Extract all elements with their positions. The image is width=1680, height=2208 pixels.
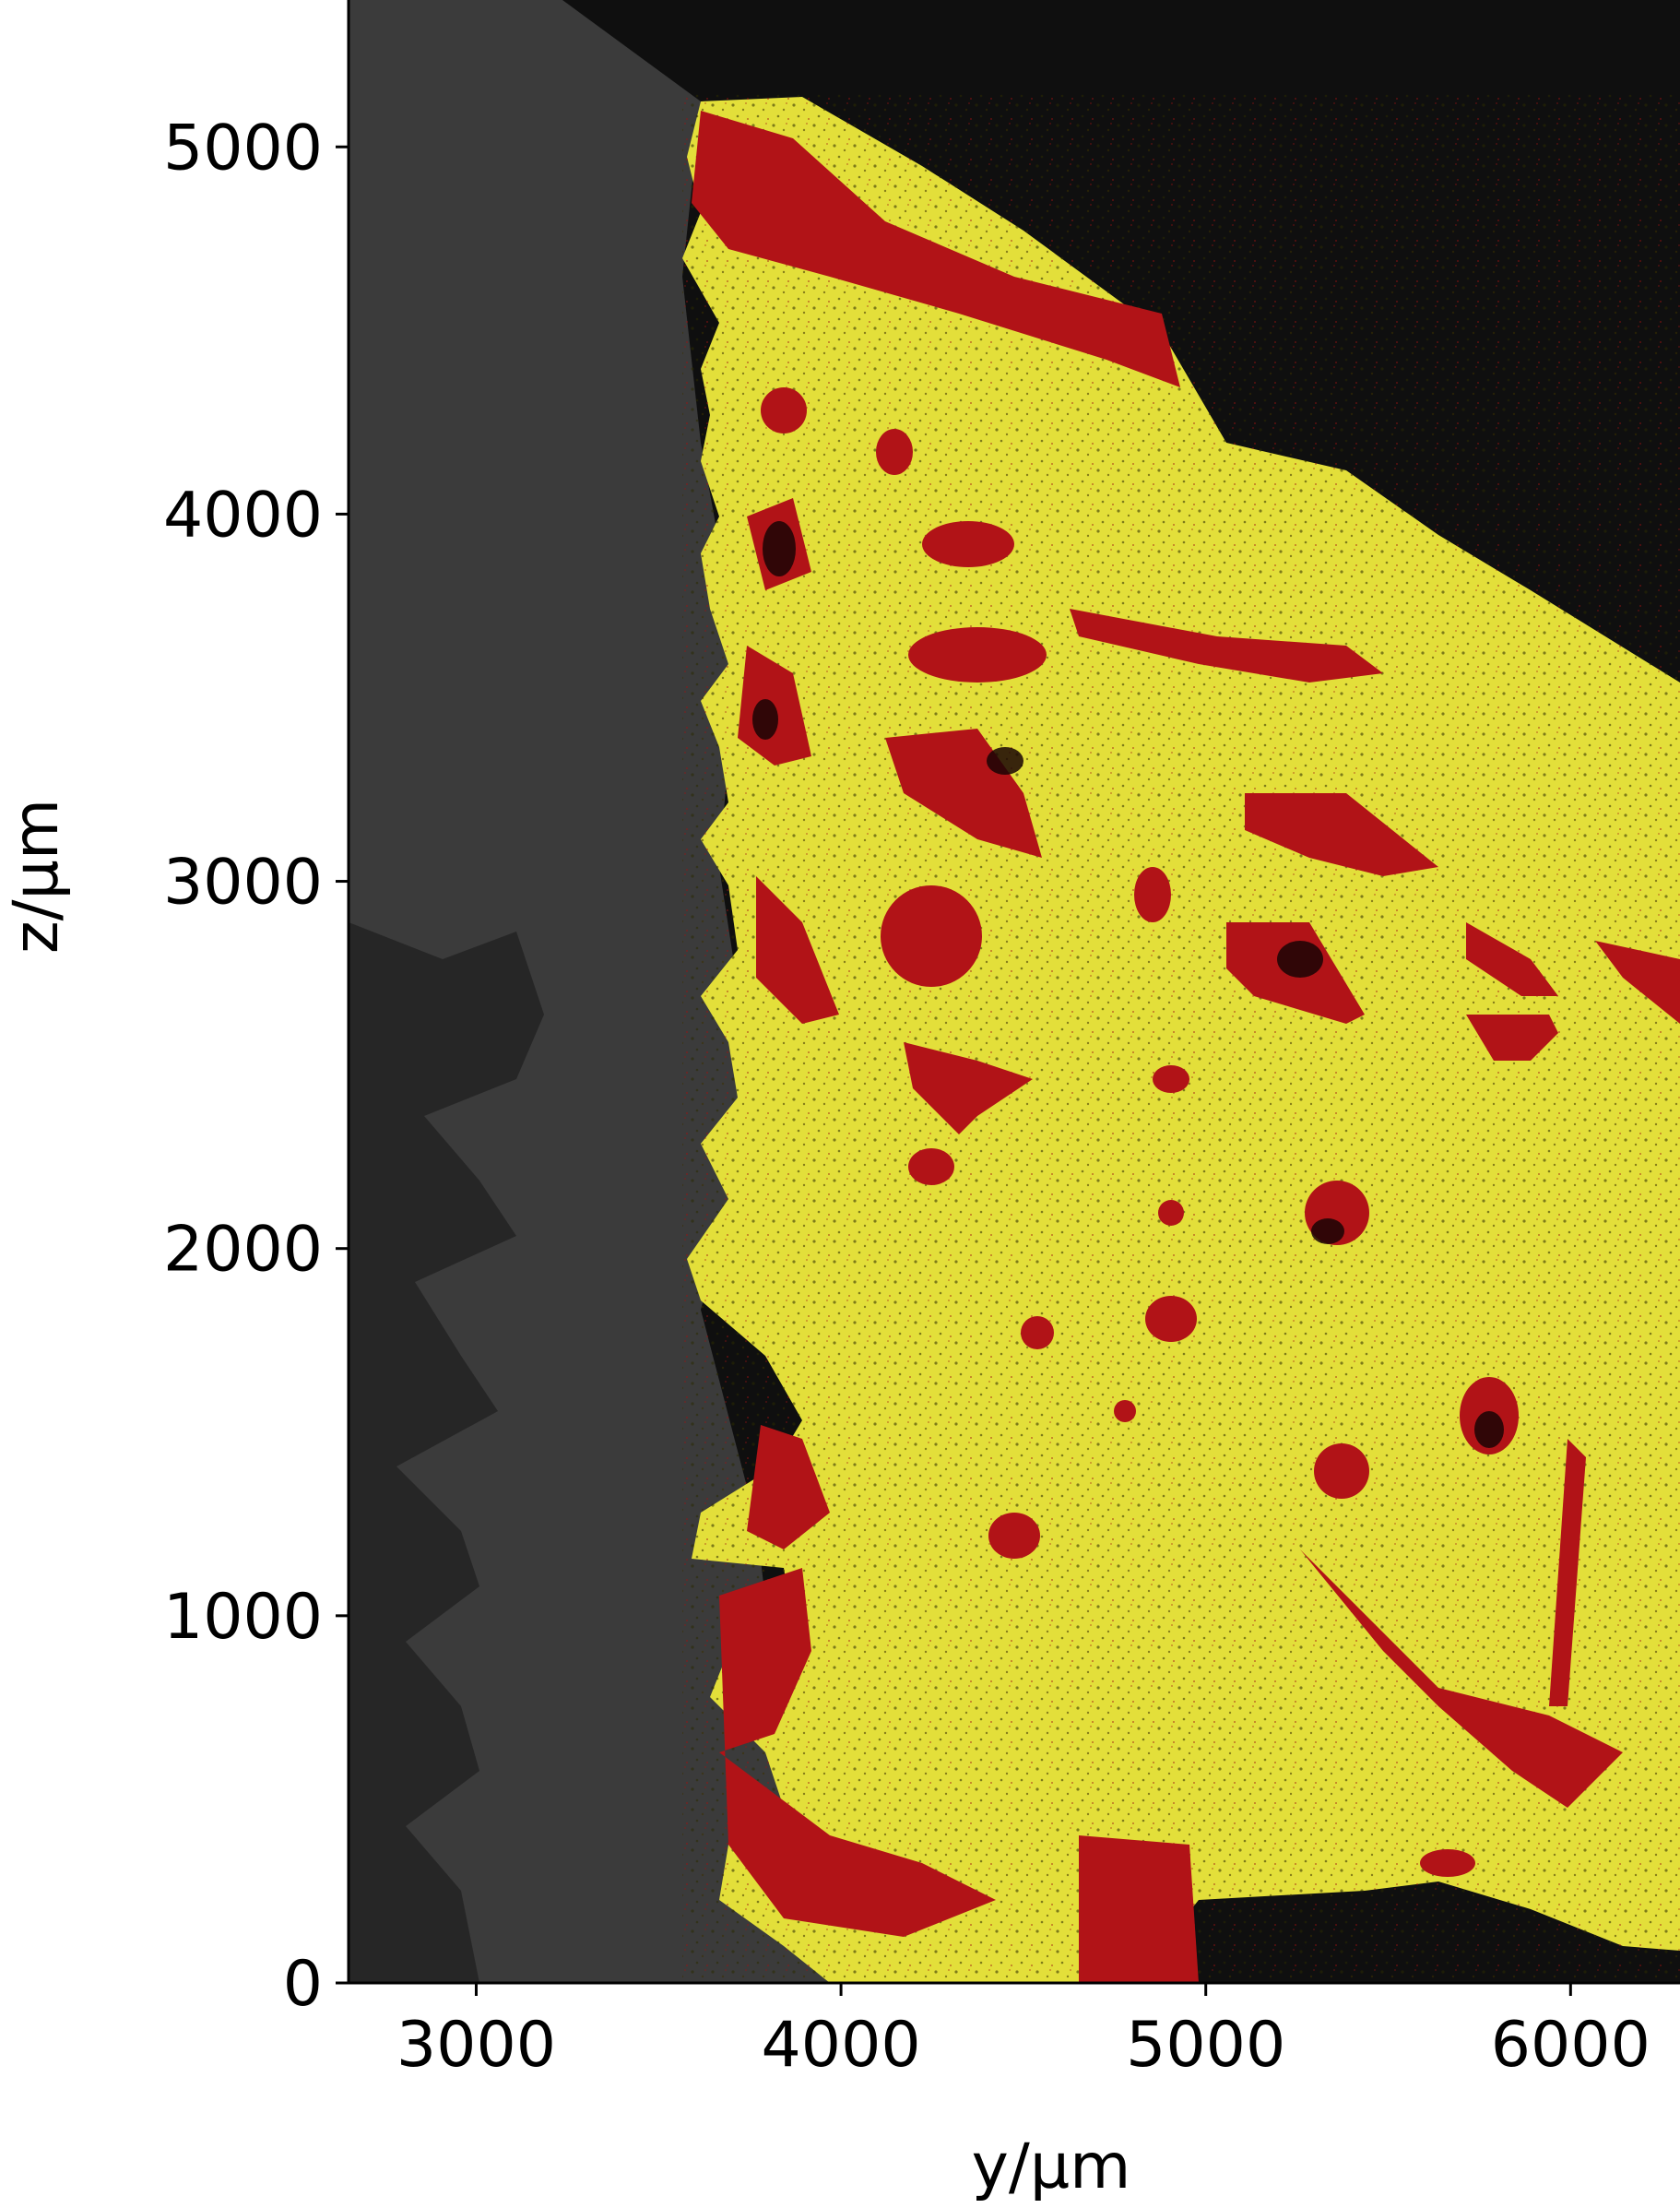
- y-tick-label: 0: [283, 1948, 323, 2021]
- y-tick-label: 4000: [163, 479, 323, 552]
- x-tick-label: 3000: [396, 2009, 556, 2082]
- pore-dark-centers: [752, 521, 1504, 1448]
- y-axis-label: z/µm: [0, 799, 73, 954]
- y-tick-label: 2000: [163, 1214, 323, 1287]
- x-axis-ticks: 3000 4000 5000 6000: [396, 1983, 1650, 2082]
- implant-thread-shadow: [349, 922, 544, 1983]
- y-tick-label: 5000: [163, 112, 323, 184]
- x-tick-label: 5000: [1126, 2009, 1285, 2082]
- x-tick-label: 6000: [1491, 2009, 1650, 2082]
- y-tick-label: 1000: [163, 1581, 323, 1654]
- y-axis-ticks: 0 1000 2000 3000 4000 5000: [163, 112, 349, 2021]
- x-tick-label: 4000: [762, 2009, 921, 2082]
- x-axis-label: y/µm: [972, 2131, 1131, 2203]
- y-tick-label: 3000: [163, 847, 323, 920]
- pore-regions: [692, 111, 1680, 1983]
- plot-image: [349, 0, 1680, 1983]
